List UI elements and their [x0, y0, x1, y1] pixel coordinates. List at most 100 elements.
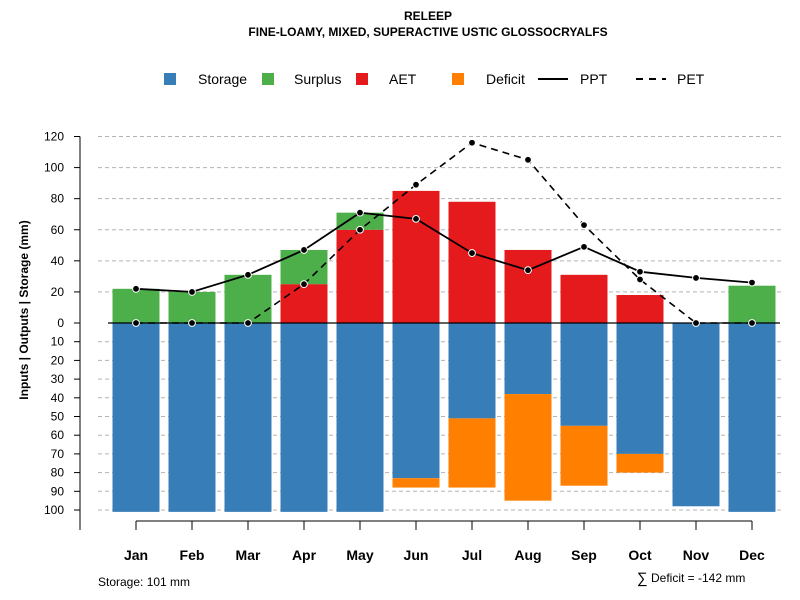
sum-symbol: ∑ — [637, 570, 648, 587]
legend-swatch-surplus — [262, 73, 274, 85]
pet-point-may — [356, 225, 364, 234]
deficit-note: Deficit = -142 mm — [651, 571, 745, 585]
pet-point-apr — [300, 280, 308, 289]
ppt-point-feb — [188, 288, 196, 296]
storage-bar-jan — [112, 323, 160, 512]
y-tick-label-lower-40: 40 — [51, 391, 65, 405]
ppt-point-jun — [412, 214, 420, 223]
legend: Storage Surplus AET Deficit PPT PET — [164, 71, 705, 87]
pet-point-jan — [132, 319, 140, 327]
y-tick-label-lower-90: 90 — [51, 484, 65, 498]
ppt-point-may — [356, 208, 364, 217]
chart-subtitle: FINE-LOAMY, MIXED, SUPERACTIVE USTIC GLO… — [248, 25, 607, 39]
pet-point-feb — [188, 319, 196, 327]
legend-label-surplus: Surplus — [294, 71, 341, 87]
storage-bar-jun — [392, 323, 440, 479]
x-tick-label-oct: Oct — [628, 547, 652, 563]
storage-bar-dec — [728, 323, 776, 512]
ppt-point-jan — [132, 284, 140, 293]
storage-bar-mar — [224, 323, 272, 512]
y-tick-label-0: 0 — [57, 316, 64, 330]
bars — [108, 190, 780, 512]
y-tick-label-lower-50: 50 — [51, 410, 65, 424]
legend-label-deficit: Deficit — [486, 71, 525, 87]
storage-bar-jul — [448, 323, 496, 419]
x-tick-label-dec: Dec — [739, 547, 765, 563]
legend-label-storage: Storage — [198, 71, 247, 87]
aet-bar-oct — [616, 295, 664, 323]
ppt-point-apr — [300, 246, 308, 254]
x-tick-label-aug: Aug — [514, 547, 541, 563]
y-tick-label-lower-20: 20 — [51, 353, 65, 367]
storage-bar-apr — [280, 323, 328, 512]
ppt-point-jul — [468, 249, 476, 257]
legend-swatch-storage — [164, 73, 176, 85]
ppt-point-oct — [636, 267, 644, 276]
surplus-bar-mar — [224, 274, 272, 323]
axes: 0 20 40 60 80 100 120 10 20 30 40 50 60 70 80 90 100 Jan F… — [44, 130, 765, 564]
pet-point-jun — [412, 180, 420, 189]
x-tick-label-jul: Jul — [462, 547, 482, 563]
y-tick-label-lower-70: 70 — [51, 447, 65, 461]
surplus-bar-may — [336, 212, 384, 230]
pet-point-nov — [692, 319, 700, 327]
storage-note: Storage: 101 mm — [98, 575, 190, 589]
pet-point-aug — [524, 155, 532, 164]
surplus-bar-dec — [728, 285, 776, 323]
y-tick-label-120: 120 — [44, 130, 64, 144]
storage-bar-nov — [672, 323, 720, 507]
surplus-bar-apr — [280, 249, 328, 285]
storage-bar-aug — [504, 323, 552, 395]
deficit-bar-jul — [448, 418, 496, 488]
y-tick-label-lower-80: 80 — [51, 466, 65, 480]
ppt-point-dec — [748, 278, 756, 287]
y-tick-label-20: 20 — [51, 285, 65, 299]
x-tick-label-jan: Jan — [124, 547, 148, 563]
storage-bar-sep — [560, 323, 608, 426]
surplus-bar-jan — [112, 288, 160, 323]
storage-bar-may — [336, 323, 384, 512]
y-tick-label-80: 80 — [51, 192, 65, 206]
pet-point-jul — [468, 138, 476, 147]
aet-bar-apr — [280, 284, 328, 323]
x-tick-label-jun: Jun — [404, 547, 429, 563]
ppt-point-sep — [580, 242, 588, 251]
chart-title: RELEEP — [404, 9, 452, 23]
pet-point-oct — [636, 275, 644, 284]
aet-bar-jul — [448, 201, 496, 323]
storage-bar-oct — [616, 323, 664, 454]
deficit-bar-oct — [616, 453, 664, 473]
aet-bar-jun — [392, 190, 440, 323]
legend-swatch-aet — [356, 73, 368, 85]
pet-point-sep — [580, 221, 588, 229]
x-tick-label-sep: Sep — [571, 547, 597, 563]
aet-bar-aug — [504, 249, 552, 323]
pet-line — [136, 141, 752, 324]
deficit-bar-jun — [392, 478, 440, 488]
y-axis-label: Inputs | Outputs | Storage (mm) — [17, 220, 31, 399]
pet-point-mar — [244, 319, 252, 327]
y-tick-label-lower-10: 10 — [51, 335, 65, 349]
y-tick-label-lower-100: 100 — [44, 503, 64, 517]
x-tick-label-nov: Nov — [683, 547, 710, 563]
surplus-bar-feb — [168, 291, 216, 323]
ppt-line — [135, 211, 753, 293]
y-tick-label-40: 40 — [51, 254, 65, 268]
aet-bar-may — [336, 229, 384, 323]
pet-point-dec — [748, 319, 756, 327]
deficit-bar-aug — [504, 394, 552, 501]
storage-bar-feb — [168, 323, 216, 512]
x-tick-label-apr: Apr — [292, 547, 317, 563]
legend-label-pet: PET — [677, 71, 705, 87]
ppt-point-mar — [244, 270, 252, 279]
lines — [132, 138, 756, 327]
ppt-point-aug — [524, 266, 532, 275]
y-tick-label-lower-30: 30 — [51, 372, 65, 386]
legend-label-ppt: PPT — [580, 71, 608, 87]
x-tick-label-feb: Feb — [180, 547, 205, 563]
deficit-bar-sep — [560, 425, 608, 486]
x-tick-label-mar: Mar — [236, 547, 261, 563]
y-tick-label-60: 60 — [51, 223, 65, 237]
y-tick-label-100: 100 — [44, 161, 64, 175]
